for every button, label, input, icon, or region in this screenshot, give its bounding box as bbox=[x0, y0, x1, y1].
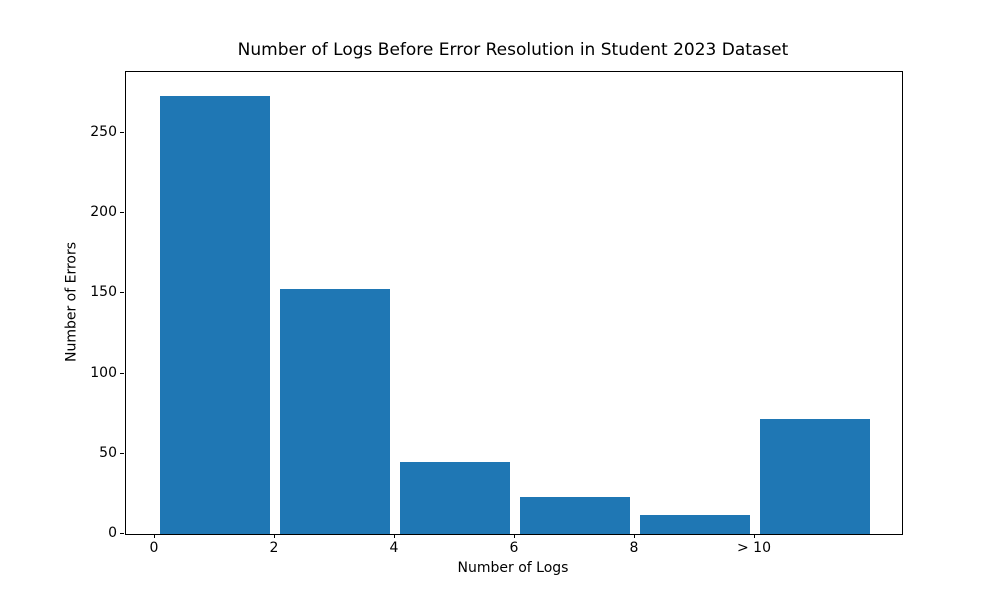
y-tick-mark bbox=[120, 292, 124, 294]
y-tick-mark bbox=[120, 452, 124, 454]
y-tick-label: 100 bbox=[90, 364, 117, 381]
plot-area bbox=[125, 71, 903, 535]
y-tick-mark bbox=[120, 131, 124, 133]
x-tick-mark bbox=[274, 534, 275, 538]
bar-4 bbox=[400, 461, 510, 534]
x-tick-label: > 10 bbox=[737, 540, 771, 556]
y-tick-label: 200 bbox=[90, 204, 117, 221]
x-tick-label: 8 bbox=[629, 540, 639, 556]
y-tick-label: 250 bbox=[90, 123, 117, 140]
bar-0 bbox=[160, 96, 270, 534]
y-tick-mark bbox=[120, 533, 124, 534]
x-tick-mark bbox=[634, 534, 635, 538]
y-tick-mark bbox=[120, 212, 124, 214]
y-tick-label: 50 bbox=[99, 444, 117, 461]
bar-6 bbox=[520, 497, 630, 534]
chart-title: Number of Logs Before Error Resolution i… bbox=[237, 40, 789, 60]
y-tick-mark bbox=[120, 372, 124, 374]
y-tick-label: 0 bbox=[108, 525, 117, 541]
x-tick-label: 4 bbox=[389, 540, 399, 556]
bar-8 bbox=[640, 514, 750, 534]
x-tick-label: 0 bbox=[149, 540, 159, 556]
x-tick-mark bbox=[514, 534, 515, 538]
x-axis-label: Number of Logs bbox=[457, 560, 569, 576]
x-tick-mark bbox=[154, 534, 155, 538]
bar->10 bbox=[760, 418, 870, 534]
bar-2 bbox=[280, 288, 390, 534]
x-tick-label: 2 bbox=[269, 540, 279, 556]
x-tick-mark bbox=[754, 534, 755, 538]
x-tick-label: 6 bbox=[509, 540, 519, 556]
y-tick-label: 150 bbox=[90, 284, 117, 301]
y-axis-label: Number of Errors bbox=[63, 241, 80, 363]
x-tick-mark bbox=[394, 534, 395, 538]
